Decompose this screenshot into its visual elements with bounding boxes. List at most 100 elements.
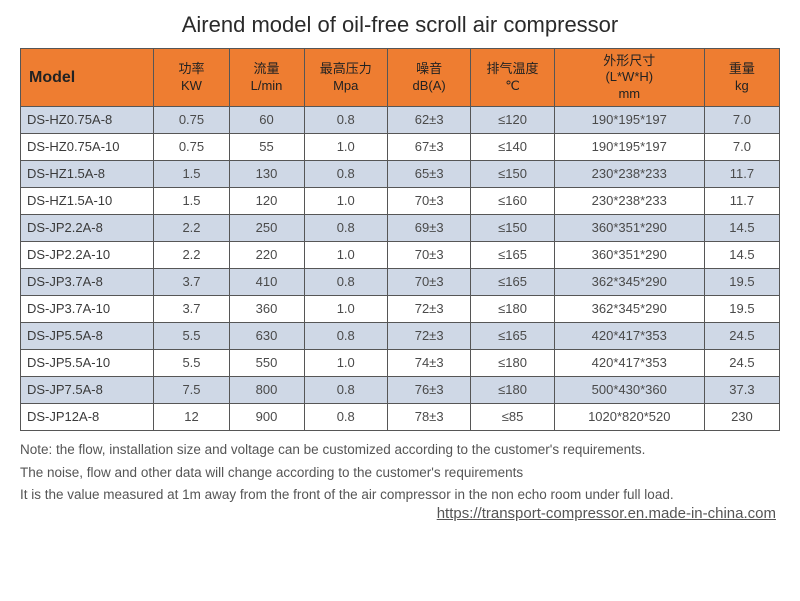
header-main: 最高压力 (307, 61, 385, 77)
table-cell: ≤150 (471, 161, 554, 188)
header-sub: ℃ (473, 78, 551, 94)
table-cell: 0.8 (304, 404, 387, 431)
table-cell: 7.0 (704, 134, 779, 161)
header-sub: dB(A) (390, 78, 468, 94)
table-cell: 24.5 (704, 350, 779, 377)
table-cell: 3.7 (154, 269, 229, 296)
table-cell: ≤120 (471, 107, 554, 134)
header-main: 排气温度 (473, 61, 551, 77)
table-cell: ≤85 (471, 404, 554, 431)
header-sub: KW (156, 78, 226, 94)
table-cell: 70±3 (387, 269, 470, 296)
spec-table: Model功率KW流量L/min最高压力Mpa噪音dB(A)排气温度℃外形尺寸(… (20, 48, 780, 431)
table-cell: 190*195*197 (554, 107, 704, 134)
header-main: 重量 (707, 61, 777, 77)
table-cell: 0.8 (304, 107, 387, 134)
table-row: DS-JP12A-8129000.878±3≤851020*820*520230 (21, 404, 780, 431)
table-cell: 78±3 (387, 404, 470, 431)
table-cell: 1.0 (304, 350, 387, 377)
page-title: Airend model of oil-free scroll air comp… (20, 12, 780, 38)
table-cell: 1.0 (304, 242, 387, 269)
table-cell: 362*345*290 (554, 296, 704, 323)
table-cell: 65±3 (387, 161, 470, 188)
table-cell: 14.5 (704, 215, 779, 242)
table-cell: 5.5 (154, 350, 229, 377)
table-cell: DS-HZ1.5A-8 (21, 161, 154, 188)
table-cell: 2.2 (154, 215, 229, 242)
table-cell: 1.5 (154, 188, 229, 215)
table-row: DS-JP5.5A-105.55501.074±3≤180420*417*353… (21, 350, 780, 377)
table-cell: DS-JP3.7A-8 (21, 269, 154, 296)
header-sub: L/min (232, 78, 302, 94)
table-cell: 360*351*290 (554, 215, 704, 242)
table-cell: ≤160 (471, 188, 554, 215)
table-cell: 5.5 (154, 323, 229, 350)
table-row: DS-HZ1.5A-101.51201.070±3≤160230*238*233… (21, 188, 780, 215)
table-cell: DS-HZ0.75A-10 (21, 134, 154, 161)
table-cell: DS-HZ0.75A-8 (21, 107, 154, 134)
note-line: The noise, flow and other data will chan… (20, 462, 780, 484)
table-cell: 230 (704, 404, 779, 431)
table-cell: 250 (229, 215, 304, 242)
table-cell: DS-JP2.2A-8 (21, 215, 154, 242)
table-cell: 76±3 (387, 377, 470, 404)
table-cell: 0.8 (304, 161, 387, 188)
table-cell: 220 (229, 242, 304, 269)
table-row: DS-JP2.2A-82.22500.869±3≤150360*351*2901… (21, 215, 780, 242)
column-header: 噪音dB(A) (387, 49, 470, 107)
header-main: 外形尺寸 (557, 53, 702, 69)
header-main: 流量 (232, 61, 302, 77)
table-cell: 7.0 (704, 107, 779, 134)
table-cell: 70±3 (387, 188, 470, 215)
header-sub: (L*W*H) (557, 69, 702, 85)
table-row: DS-HZ1.5A-81.51300.865±3≤150230*238*2331… (21, 161, 780, 188)
table-cell: 500*430*360 (554, 377, 704, 404)
table-cell: 60 (229, 107, 304, 134)
header-sub: mm (557, 86, 702, 102)
table-cell: 550 (229, 350, 304, 377)
table-row: DS-JP2.2A-102.22201.070±3≤165360*351*290… (21, 242, 780, 269)
table-cell: 1.0 (304, 188, 387, 215)
table-cell: DS-JP5.5A-10 (21, 350, 154, 377)
table-cell: 1.0 (304, 296, 387, 323)
table-row: DS-HZ0.75A-80.75600.862±3≤120190*195*197… (21, 107, 780, 134)
table-cell: 37.3 (704, 377, 779, 404)
table-cell: 19.5 (704, 296, 779, 323)
table-cell: 74±3 (387, 350, 470, 377)
table-cell: 14.5 (704, 242, 779, 269)
column-header: Model (21, 49, 154, 107)
table-row: DS-JP3.7A-103.73601.072±3≤180362*345*290… (21, 296, 780, 323)
table-cell: 24.5 (704, 323, 779, 350)
table-cell: 0.75 (154, 134, 229, 161)
table-cell: 62±3 (387, 107, 470, 134)
notes-block: Note: the flow, installation size and vo… (20, 439, 780, 506)
table-cell: 72±3 (387, 296, 470, 323)
table-cell: 0.8 (304, 323, 387, 350)
table-cell: 0.8 (304, 269, 387, 296)
table-cell: ≤165 (471, 242, 554, 269)
column-header: 功率KW (154, 49, 229, 107)
table-cell: 11.7 (704, 161, 779, 188)
column-header: 重量kg (704, 49, 779, 107)
table-cell: 11.7 (704, 188, 779, 215)
table-cell: ≤165 (471, 269, 554, 296)
table-cell: ≤165 (471, 323, 554, 350)
table-cell: 72±3 (387, 323, 470, 350)
table-cell: 190*195*197 (554, 134, 704, 161)
table-cell: ≤150 (471, 215, 554, 242)
table-cell: 230*238*233 (554, 188, 704, 215)
table-cell: DS-HZ1.5A-10 (21, 188, 154, 215)
source-url: https://transport-compressor.en.made-in-… (20, 505, 780, 522)
table-cell: 1020*820*520 (554, 404, 704, 431)
table-cell: DS-JP7.5A-8 (21, 377, 154, 404)
table-cell: 70±3 (387, 242, 470, 269)
table-cell: 630 (229, 323, 304, 350)
column-header: 排气温度℃ (471, 49, 554, 107)
table-cell: 420*417*353 (554, 350, 704, 377)
table-cell: 420*417*353 (554, 323, 704, 350)
table-cell: 130 (229, 161, 304, 188)
note-line: Note: the flow, installation size and vo… (20, 439, 780, 461)
table-cell: 55 (229, 134, 304, 161)
header-main: 噪音 (390, 61, 468, 77)
table-row: DS-JP3.7A-83.74100.870±3≤165362*345*2901… (21, 269, 780, 296)
